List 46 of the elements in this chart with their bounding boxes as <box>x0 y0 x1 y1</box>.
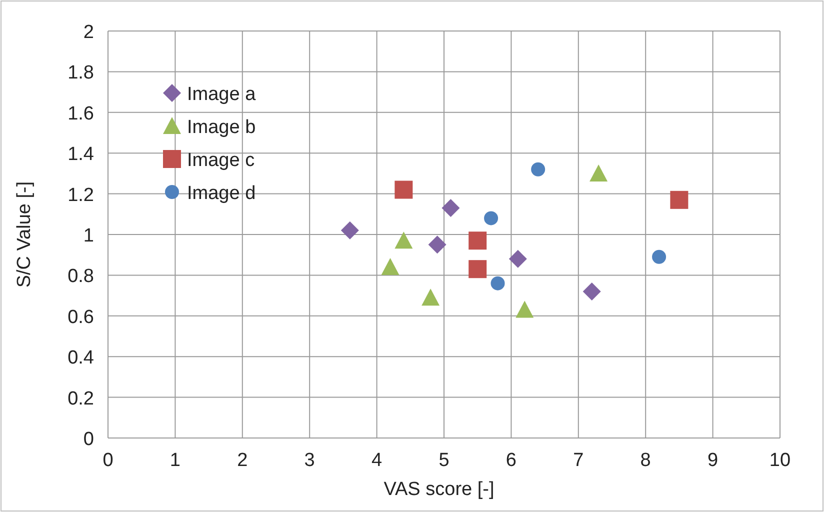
point <box>508 250 527 268</box>
point <box>394 180 413 199</box>
legend-label: Image a <box>187 84 256 105</box>
x-tick-label: 0 <box>102 450 114 471</box>
x-tick-label: 9 <box>708 450 718 471</box>
y-tick-label: 2 <box>83 22 94 43</box>
x-axis-title: VAS score [-] <box>384 479 494 500</box>
y-tick-label: 0.2 <box>68 388 94 410</box>
y-tick-label: 0.8 <box>68 266 94 288</box>
y-tick-label: 1.8 <box>68 62 94 84</box>
x-tick-label: 7 <box>573 450 584 471</box>
point <box>381 258 400 276</box>
point <box>422 288 440 306</box>
point <box>394 232 413 249</box>
x-tick-label: 8 <box>640 450 651 471</box>
y-tick-label: 1 <box>83 226 94 246</box>
x-tick-label: 10 <box>769 450 791 471</box>
legend-label: Image c <box>187 150 255 171</box>
y-tick-label: 1.2 <box>68 184 94 206</box>
point <box>490 276 505 290</box>
y-tick-label: 1.4 <box>68 144 94 166</box>
y-tick-label: 1.6 <box>68 103 94 124</box>
y-axis-title: S/C Value [-] <box>14 181 35 288</box>
point <box>468 232 487 250</box>
point <box>484 211 498 226</box>
y-tick-label: 0.4 <box>68 348 94 369</box>
point <box>590 164 608 182</box>
point <box>531 162 546 176</box>
legend-label: Image b <box>187 117 256 138</box>
x-tick-label: 4 <box>372 450 383 471</box>
point <box>582 282 601 300</box>
x-tick-label: 3 <box>304 450 315 471</box>
x-tick-label: 2 <box>237 450 248 471</box>
x-tick-label: 5 <box>438 450 450 471</box>
y-tick-label: 0.6 <box>68 306 94 328</box>
point <box>516 300 534 318</box>
point <box>652 250 666 264</box>
point <box>442 199 460 218</box>
y-tick-label: 0 <box>83 429 94 450</box>
point <box>340 221 359 240</box>
point <box>468 260 487 278</box>
legend-label: Image d <box>187 183 256 204</box>
x-tick-label: 1 <box>170 450 180 471</box>
point <box>428 236 446 254</box>
x-tick-label: 6 <box>506 450 516 471</box>
point <box>670 190 688 209</box>
